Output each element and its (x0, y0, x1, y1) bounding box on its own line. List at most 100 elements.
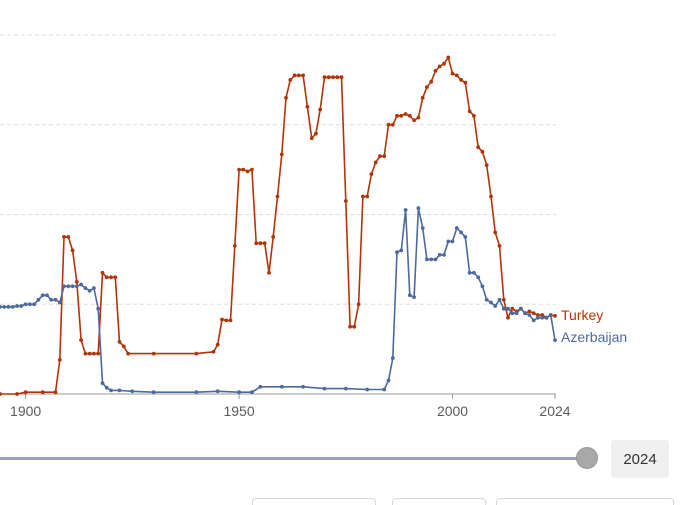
point-turkey-1995[interactable] (429, 79, 434, 84)
point-turkey-2008[interactable] (484, 163, 489, 168)
point-turkey-1945[interactable] (215, 342, 220, 347)
point-azerbaijan-1953[interactable] (250, 390, 254, 395)
point-azerbaijan-1985[interactable] (386, 378, 391, 383)
point-azerbaijan-2019[interactable] (531, 318, 536, 323)
point-azerbaijan-2024[interactable] (553, 338, 557, 342)
point-turkey-1919[interactable] (104, 275, 109, 280)
point-azerbaijan-1991[interactable] (412, 295, 416, 299)
point-turkey-2009[interactable] (489, 194, 493, 199)
point-turkey-1924[interactable] (126, 351, 130, 356)
point-azerbaijan-2005[interactable] (472, 270, 476, 275)
point-turkey-1954[interactable] (254, 241, 259, 246)
point-azerbaijan-1894[interactable] (0, 305, 2, 309)
point-azerbaijan-2007[interactable] (480, 284, 485, 289)
point-turkey-2021[interactable] (540, 313, 545, 317)
point-turkey-1900[interactable] (23, 390, 28, 395)
point-azerbaijan-1980[interactable] (365, 387, 370, 392)
point-azerbaijan-2022[interactable] (544, 315, 549, 320)
point-turkey-1961[interactable] (284, 95, 288, 100)
point-azerbaijan-1910[interactable] (66, 284, 71, 289)
point-turkey-1973[interactable] (335, 75, 340, 80)
point-turkey-1968[interactable] (314, 131, 318, 136)
point-azerbaijan-1984[interactable] (382, 387, 387, 392)
point-turkey-1918[interactable] (100, 270, 105, 275)
point-azerbaijan-2016[interactable] (518, 306, 523, 311)
point-turkey-2007[interactable] (480, 149, 485, 154)
point-turkey-1959[interactable] (275, 194, 280, 199)
point-turkey-1915[interactable] (87, 351, 92, 356)
point-turkey-2024[interactable] (553, 314, 557, 318)
point-turkey-1971[interactable] (326, 75, 331, 80)
point-azerbaijan-2001[interactable] (454, 226, 459, 230)
point-azerbaijan-1989[interactable] (403, 208, 408, 212)
point-azerbaijan-2002[interactable] (459, 230, 463, 235)
point-azerbaijan-1903[interactable] (36, 297, 41, 302)
point-turkey-1949[interactable] (232, 244, 237, 248)
point-turkey-1982[interactable] (373, 160, 378, 165)
point-azerbaijan-2010[interactable] (493, 304, 498, 308)
point-azerbaijan-2018[interactable] (527, 313, 532, 317)
point-turkey-1969[interactable] (318, 107, 323, 112)
point-turkey-1962[interactable] (288, 78, 293, 82)
timeline-handle[interactable] (576, 447, 598, 469)
point-turkey-1991[interactable] (412, 118, 416, 123)
point-azerbaijan-1996[interactable] (433, 257, 438, 262)
point-azerbaijan-1955[interactable] (258, 384, 263, 389)
bottom-tab-3[interactable] (496, 498, 674, 505)
point-turkey-1957[interactable] (267, 270, 271, 275)
point-azerbaijan-1914[interactable] (83, 286, 88, 290)
point-azerbaijan-1902[interactable] (32, 302, 37, 307)
point-turkey-1920[interactable] (109, 275, 113, 280)
point-turkey-1980[interactable] (365, 194, 370, 199)
point-azerbaijan-1992[interactable] (416, 206, 421, 211)
point-azerbaijan-1897[interactable] (10, 305, 15, 309)
point-azerbaijan-2023[interactable] (548, 313, 553, 317)
point-turkey-1964[interactable] (296, 73, 301, 78)
point-azerbaijan-1995[interactable] (429, 257, 434, 262)
point-azerbaijan-1908[interactable] (57, 300, 62, 305)
point-turkey-1984[interactable] (382, 154, 387, 159)
point-turkey-1956[interactable] (262, 241, 267, 246)
point-azerbaijan-1900[interactable] (23, 302, 28, 307)
point-turkey-1996[interactable] (433, 69, 438, 73)
point-turkey-1966[interactable] (305, 104, 310, 109)
bottom-tab-2[interactable] (392, 498, 486, 505)
point-turkey-1972[interactable] (331, 75, 335, 80)
point-azerbaijan-2004[interactable] (467, 270, 472, 275)
point-azerbaijan-1917[interactable] (96, 306, 101, 311)
point-azerbaijan-1950[interactable] (237, 390, 242, 395)
point-azerbaijan-2003[interactable] (463, 235, 468, 239)
point-azerbaijan-2012[interactable] (501, 306, 506, 311)
point-turkey-1981[interactable] (369, 172, 374, 177)
point-turkey-1944[interactable] (211, 349, 216, 354)
timeline-track[interactable] (0, 457, 588, 460)
point-azerbaijan-1925[interactable] (130, 389, 135, 394)
series-turkey[interactable] (0, 55, 557, 396)
point-turkey-1987[interactable] (395, 113, 399, 118)
point-turkey-1990[interactable] (407, 113, 412, 118)
point-turkey-1922[interactable] (117, 340, 122, 344)
point-azerbaijan-1999[interactable] (446, 239, 451, 244)
point-turkey-1986[interactable] (390, 122, 395, 127)
point-azerbaijan-1898[interactable] (15, 304, 19, 308)
point-turkey-1999[interactable] (446, 55, 451, 60)
point-turkey-1983[interactable] (378, 154, 382, 159)
point-turkey-1963[interactable] (292, 73, 297, 78)
point-azerbaijan-1940[interactable] (194, 390, 199, 395)
point-azerbaijan-1907[interactable] (53, 297, 58, 302)
point-turkey-2004[interactable] (467, 109, 472, 114)
point-azerbaijan-1922[interactable] (117, 388, 122, 393)
point-azerbaijan-1912[interactable] (74, 284, 79, 289)
point-azerbaijan-1997[interactable] (437, 253, 442, 257)
point-azerbaijan-2008[interactable] (484, 297, 489, 302)
point-turkey-1974[interactable] (339, 75, 344, 80)
point-turkey-1979[interactable] (361, 194, 365, 199)
point-turkey-1994[interactable] (425, 85, 429, 89)
point-azerbaijan-1906[interactable] (49, 297, 54, 302)
point-turkey-1911[interactable] (70, 248, 75, 253)
point-turkey-2003[interactable] (463, 80, 468, 85)
point-azerbaijan-2000[interactable] (450, 239, 455, 244)
point-azerbaijan-1920[interactable] (109, 388, 113, 393)
point-azerbaijan-2021[interactable] (540, 315, 545, 320)
point-turkey-2011[interactable] (497, 244, 502, 248)
